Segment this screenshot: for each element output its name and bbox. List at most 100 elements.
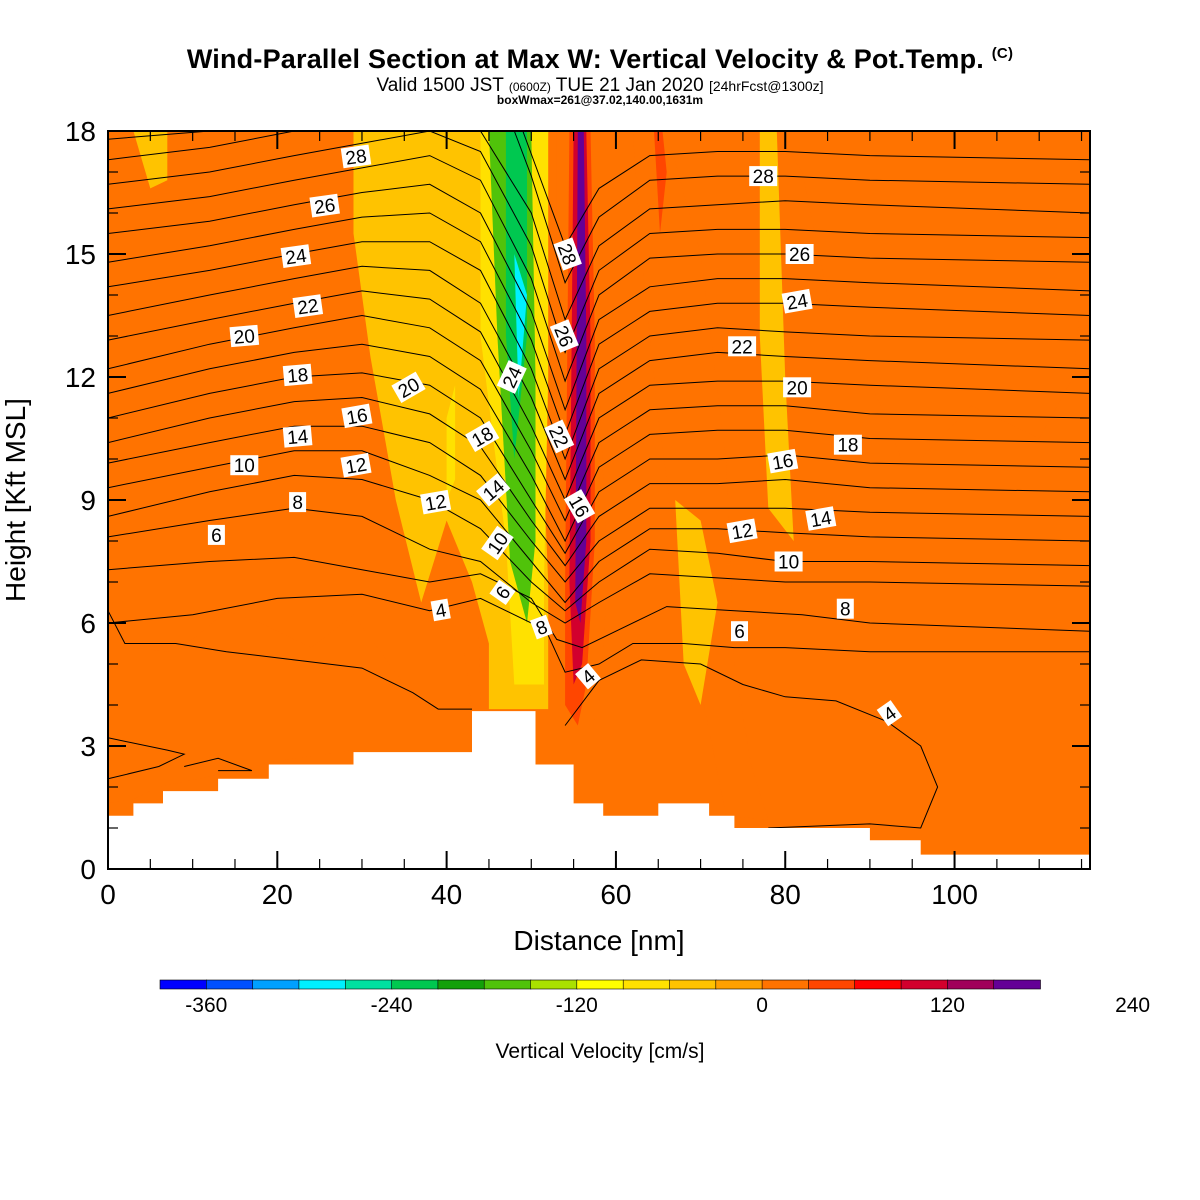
y-tick-label: 0 [80,854,96,885]
contour-label-box [785,244,814,264]
colorbar-swatch [159,979,208,990]
axes: 0 20 40 60 80 100 0 3 6 9 12 15 18 [65,116,1090,910]
forecast-info: [24hrFcst@1300z] [708,78,824,94]
contour-label: 6 [489,579,516,605]
contour-label-box [774,551,803,572]
colorbar-swatch [206,979,254,990]
contour-label-text: 22 [732,337,753,358]
contour-label-box [728,336,757,357]
x-tick-label: 100 [931,879,978,910]
colorbar-swatch [947,979,995,990]
colorbar-tick-label: 240 [1115,994,1150,1017]
isentrope-line [108,737,186,780]
contour-label-box [553,237,582,271]
contour-label-text: 18 [837,436,858,457]
contour-label: 22 [728,336,757,358]
chart-title: Wind-Parallel Section at Max W: Vertical… [0,44,1200,75]
contour-label-text: 26 [789,245,810,266]
contour-label: 20 [783,377,812,399]
colorbar-tick-label: -240 [371,994,413,1017]
vv-region [514,254,527,398]
contour-label-box [207,524,225,545]
colorbar-swatch [530,979,578,990]
contour-label-text: 8 [840,600,851,621]
contour-label-box [805,506,837,531]
contour-label: 18 [833,434,862,457]
colorbar-swatch [576,979,624,990]
contour-label-text: 16 [345,405,369,429]
colorbar-swatch [622,979,671,990]
y-tick-label: 6 [80,608,96,639]
contour-label-box [229,324,260,348]
colorbar: -360-240-1200120240360 [159,979,1150,1017]
vv-region [776,131,1090,468]
y-tick-label: 15 [65,239,96,270]
y-tick-label: 12 [65,362,96,393]
contour-label: 14 [805,506,837,532]
contour-label: 8 [529,614,553,640]
contour-label-box [544,419,575,454]
title-text: Wind-Parallel Section at Max W: Vertical… [186,44,985,74]
contour-label-text: 6 [211,526,222,547]
colorbar-swatch [993,979,1041,990]
contour-label-text: 24 [785,290,810,314]
contour-label-text: 26 [313,195,337,219]
isentrope-line [108,343,1090,543]
isentrope-line [108,265,1090,481]
contour-label-text: 14 [286,426,309,449]
contour-label-box [496,360,527,394]
isentrope-line [108,593,1090,673]
contour-label-box [465,420,500,453]
contour-label-box [420,489,452,515]
contour-label-text: 18 [286,365,309,388]
contour-label: 16 [341,403,373,430]
contour-label-box [836,598,854,619]
contour-label-box [833,434,862,455]
x-tick-label: 80 [770,879,801,910]
contour-label-box [876,700,903,727]
isentrope-line [108,610,472,710]
colorbar-tick-label: 120 [930,994,965,1017]
contour-label-box [341,403,373,429]
contour-label-text: 20 [787,378,808,399]
chart-subtitle: Valid 1500 JST (0600Z) TUE 21 Jan 2020 [… [0,75,1200,97]
colorbar-tick-label: 0 [756,994,768,1017]
colorbar-tick-label: -120 [556,994,598,1017]
contour-label: 20 [229,324,260,349]
contour-label-box [340,452,372,478]
colorbar-swatch [298,979,346,990]
colorbar-tick-label: -360 [185,994,227,1017]
valid-utc: (0600Z) [508,80,551,94]
contour-label-box [280,244,312,268]
contour-label-box [489,579,516,605]
contour-labels: 2826242220181614121086201814121064824282… [207,144,903,727]
isentrope-line [522,131,1090,247]
contour-label-text: 28 [344,146,368,170]
x-axis-label: Distance [nm] [513,925,684,956]
vv-region [759,131,794,541]
contour-label: 4 [876,700,903,727]
isentrope-line [108,556,1090,649]
contour-label-box [731,621,748,642]
contour-label-text: 12 [344,455,368,479]
contour-label-box [749,166,778,187]
contour-label-text: 12 [424,491,448,515]
contour-label-text: 4 [434,600,448,623]
contour-label: 4 [430,598,451,623]
contour-label-box [767,448,799,474]
contour-label-text: 20 [233,326,256,349]
contour-label-box [575,663,601,690]
contour-label-box [340,144,372,169]
contour-label: 26 [549,319,579,353]
contour-label-text: 12 [730,520,754,544]
isentrope-line [184,757,253,772]
isentrope-line [108,314,1090,522]
contour-label-box [430,598,451,622]
colorbar-swatch [483,979,532,990]
isentrope-line [108,183,1090,412]
contour-label-text: 28 [753,167,774,188]
contour-label-box [476,473,511,507]
isentrope-line [108,155,1090,383]
y-tick-label: 3 [80,731,96,762]
contour-label: 16 [767,448,799,475]
